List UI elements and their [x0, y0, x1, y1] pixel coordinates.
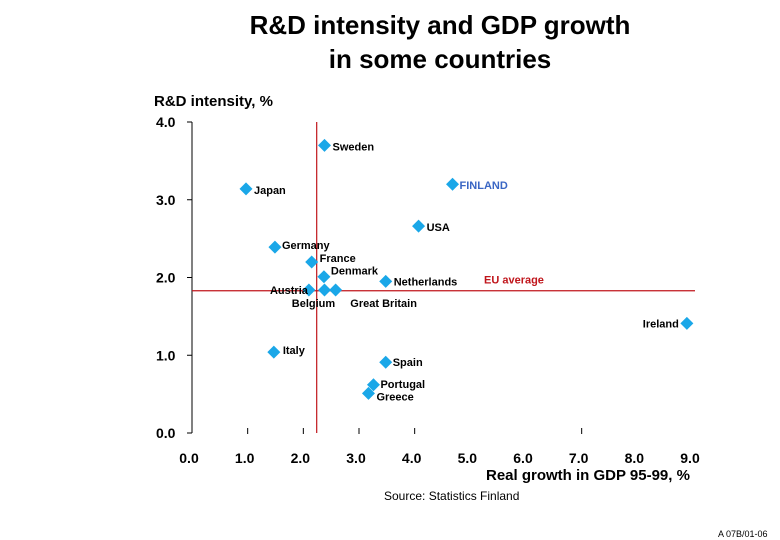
data-point-portugal — [366, 378, 380, 392]
chart-title-line-1: R&D intensity and GDP growth — [249, 10, 631, 40]
data-point-austria — [302, 283, 316, 297]
point-label: Japan — [254, 185, 286, 197]
point-label: Sweden — [332, 141, 374, 153]
data-point-italy — [267, 345, 281, 359]
point-label: Belgium — [292, 298, 336, 310]
y-tick-label: 4.0 — [156, 114, 176, 130]
data-point-spain — [379, 355, 393, 369]
point-label: USA — [427, 222, 450, 234]
x-tick-label: 7.0 — [569, 450, 589, 466]
x-tick-label: 2.0 — [291, 450, 311, 466]
chart-title: R&D intensity and GDP growth in some cou… — [190, 8, 690, 76]
data-point-belgium — [317, 283, 331, 297]
eu-average-label: EU average — [484, 275, 544, 287]
y-tick-label: 3.0 — [156, 192, 176, 208]
x-tick-label: 0.0 — [179, 450, 199, 466]
x-tick-label: 5.0 — [458, 450, 478, 466]
data-point-greece — [361, 386, 375, 400]
x-tick-label: 9.0 — [680, 450, 700, 466]
data-point-japan — [239, 182, 253, 196]
point-label: Spain — [393, 357, 423, 369]
x-tick-label: 3.0 — [346, 450, 366, 466]
y-axis-label: R&D intensity, % — [154, 93, 273, 110]
point-label: Netherlands — [394, 276, 458, 288]
data-point-germany — [268, 240, 282, 254]
y-tick-label: 1.0 — [156, 347, 176, 363]
point-label: Ireland — [643, 318, 679, 330]
chart-title-line-2: in some countries — [328, 44, 552, 74]
point-label: FINLAND — [460, 180, 508, 192]
y-tick-label: 0.0 — [156, 425, 176, 441]
x-axis-label: Real growth in GDP 95-99, % — [486, 467, 690, 484]
data-point-france — [305, 255, 319, 269]
point-label: France — [320, 253, 356, 265]
point-label: Germany — [282, 240, 331, 252]
data-point-finland — [446, 177, 460, 191]
x-tick-label: 6.0 — [513, 450, 533, 466]
point-label: Austria — [270, 285, 309, 297]
point-label: Greece — [376, 391, 413, 403]
x-tick-label: 8.0 — [625, 450, 645, 466]
source-note: Source: Statistics Finland — [384, 489, 520, 503]
data-point-sweden — [317, 138, 331, 152]
point-label: Italy — [283, 345, 306, 357]
x-tick-label: 1.0 — [235, 450, 255, 466]
data-point-denmark — [317, 270, 331, 284]
slide-code: A 07B/01-06 — [718, 529, 768, 539]
point-label: Great Britain — [350, 298, 417, 310]
point-label: Portugal — [380, 379, 425, 391]
x-tick-label: 4.0 — [402, 450, 422, 466]
point-label: Denmark — [331, 266, 379, 278]
data-point-usa — [412, 219, 426, 233]
data-point-ireland — [680, 316, 694, 330]
data-point-great-britain — [329, 283, 343, 297]
data-point-netherlands — [379, 274, 393, 288]
y-tick-label: 2.0 — [156, 270, 176, 286]
